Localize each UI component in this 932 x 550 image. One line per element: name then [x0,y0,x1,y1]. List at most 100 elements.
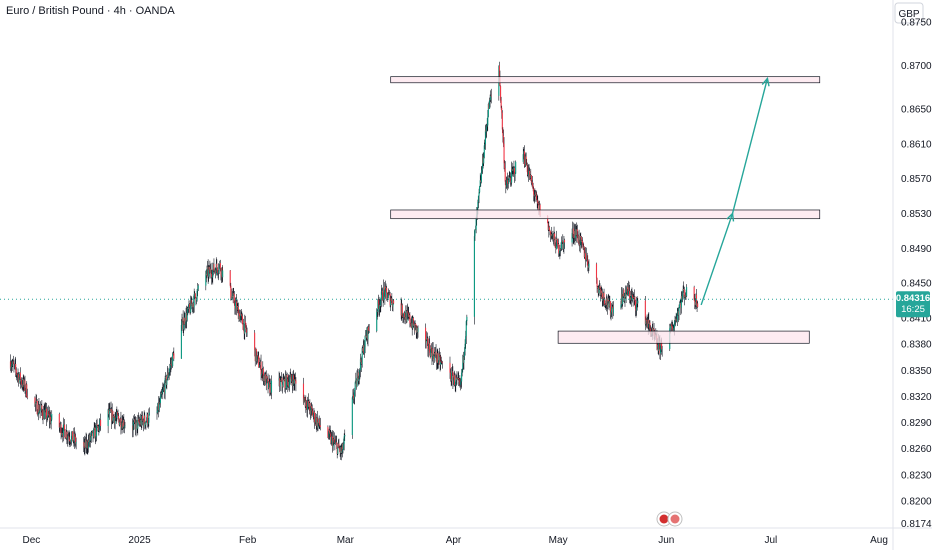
candle-body [456,378,458,381]
candle-body [477,201,479,209]
candle-body [84,439,87,448]
candle-body [459,381,461,385]
candle-body [600,290,602,295]
candle-body [458,378,460,380]
candle-body [585,260,587,261]
candle-body [558,243,560,254]
candle-body [340,447,342,453]
candle-body [474,229,476,237]
candle-body [108,409,110,415]
candle-body [41,405,43,411]
candle-body [186,312,188,321]
candle-body [674,320,676,324]
candle-body [71,431,73,436]
candle-body [302,383,305,403]
candle-body [501,112,503,130]
candle-body [166,379,168,385]
candle-body [172,353,174,367]
candle-body [197,285,199,289]
candle-body [329,430,331,433]
candle-body [563,239,565,249]
candle-body [92,430,94,437]
candle-body [386,292,388,300]
candle-body [508,179,510,184]
candle-body [400,303,402,316]
candle-body [66,437,68,439]
candle-body [363,347,366,354]
candle-body [73,433,75,441]
candle-body [611,306,613,308]
candle-body [355,379,357,387]
candle-body [292,375,294,386]
candle-body [572,228,574,238]
candle-body [388,293,391,295]
candle-body [358,371,360,379]
candle-body [451,371,453,381]
candle-body [523,151,525,155]
candle-body [355,379,357,383]
candle-body [89,435,91,441]
candle-body [160,393,162,398]
candle-body [132,425,134,431]
candle-body [603,292,605,299]
candle-body [480,172,482,183]
candle-body [413,324,415,326]
currency-badge-box[interactable] [894,2,924,24]
candle-body [163,387,166,394]
candle-body [123,419,125,427]
candle-body [119,422,121,426]
candle-body [629,297,631,299]
candle-body [648,319,650,324]
candle-body [434,351,437,355]
zone-rectangle[interactable] [557,330,810,344]
candle-body [679,304,681,308]
candle-body [605,298,607,306]
candle-body [672,329,674,332]
candle-body [338,448,341,450]
candle-body [62,433,64,436]
candle-body [335,442,337,443]
candle-body [426,337,428,340]
candle-body [410,324,412,327]
candle-body [170,364,172,366]
candle-body [450,379,452,381]
candle-body [328,430,330,438]
candle-body [551,234,553,236]
candle-body [415,325,417,333]
event-icons[interactable] [656,511,683,527]
candle-body [505,181,507,187]
candle-body [406,311,408,322]
zone-rectangle[interactable] [390,209,821,220]
candle-body [133,419,135,422]
candle-body [695,294,698,307]
candle-body [385,287,387,288]
candle-body [599,286,601,289]
candle-body [169,364,171,369]
uk-flag-event-icon-inner [670,514,680,524]
candle-body [509,177,512,181]
candle-body [633,296,635,298]
candle-body [510,180,512,183]
candle-body [479,180,481,187]
candles-layer [9,61,699,461]
candle-body [38,404,40,413]
candle-body [486,126,488,132]
candle-body [652,327,654,332]
candle-body [482,156,484,164]
candle-body [18,374,20,383]
candle-body [330,433,332,443]
candle-body [630,294,632,301]
candle-body [523,151,525,162]
candle-body [459,382,462,385]
candle-body [185,313,187,324]
zone-rectangle[interactable] [390,76,821,84]
candle-body [390,298,392,301]
candle-body [490,95,492,97]
candle-body [182,317,184,330]
candle-body [159,397,162,404]
candle-body [484,143,486,146]
candle-body [612,306,614,314]
